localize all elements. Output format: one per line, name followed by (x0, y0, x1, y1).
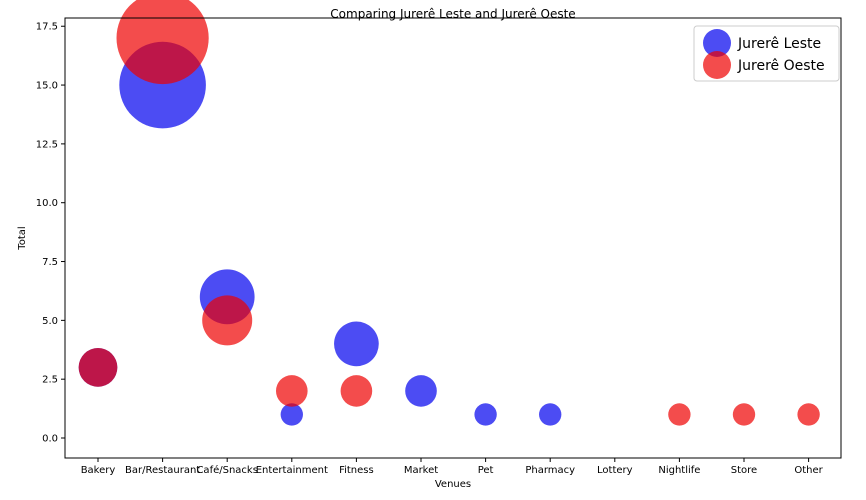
y-tick-label: 7.5 (42, 257, 58, 268)
y-tick-label: 12.5 (36, 139, 58, 150)
x-tick-label: Fitness (339, 465, 374, 476)
x-axis: Bakery Bar/RestaurantCafé/SnacksEntertain… (81, 458, 824, 476)
y-axis: 0.0 2.5 5.0 7.5 10.0 12.5 15.0 17.5 (36, 22, 65, 445)
point-jurer-oeste-other (797, 403, 820, 426)
y-tick-label: 5.0 (42, 316, 58, 327)
point-jurer-oeste-entertainment (275, 375, 308, 407)
y-tick-label: 10.0 (36, 198, 58, 209)
point-jurer-oeste-store (732, 403, 756, 426)
point-jurer-leste-entertainment (280, 403, 303, 426)
y-axis-label: Total (17, 226, 28, 250)
plot-frame (64, 17, 842, 459)
legend-marker-jurere-leste (703, 29, 731, 57)
x-tick-label: Nightlife (658, 465, 700, 476)
point-jurer-oeste-bakery (78, 348, 118, 387)
point-jurer-leste-fitness (334, 321, 379, 367)
plot-points (78, 0, 820, 426)
y-tick-label: 2.5 (42, 375, 58, 386)
point-jurer-oeste-caf-snacks (202, 295, 253, 346)
x-tick-label: Pharmacy (525, 465, 575, 476)
y-tick-label: 0.0 (42, 434, 58, 445)
x-tick-label: Entertainment (256, 465, 328, 476)
legend-label-jurere-leste: Jurerê Leste (737, 36, 821, 52)
y-tick-label: 15.0 (36, 81, 58, 92)
x-tick-label: Pet (478, 465, 494, 476)
point-jurer-leste-market (405, 375, 437, 407)
legend: Jurerê Leste Jurerê Oeste (693, 25, 840, 82)
x-tick-label: Bar/Restaurant (125, 465, 200, 476)
y-tick-label: 17.5 (36, 22, 58, 33)
x-tick-label: Other (794, 465, 823, 476)
x-tick-label: Café/Snacks (196, 464, 257, 476)
x-axis-label: Venues (435, 479, 471, 490)
legend-label-jurere-oeste: Jurerê Oeste (737, 58, 825, 74)
point-jurer-oeste-bar-restaurant (116, 0, 209, 85)
x-tick-label: Bakery (81, 465, 116, 476)
point-jurer-oeste-nightlife (668, 403, 691, 426)
x-tick-label: Lottery (597, 465, 633, 476)
chart-title: Comparing Jurerê Leste and Jurerê Oeste (330, 7, 575, 21)
point-jurer-leste-pharmacy (539, 403, 562, 426)
legend-marker-jurere-oeste (703, 51, 731, 79)
point-jurer-oeste-fitness (340, 375, 373, 407)
point-jurer-leste-pet (474, 403, 497, 426)
x-tick-label: Market (404, 465, 438, 476)
x-tick-label: Store (731, 465, 757, 476)
